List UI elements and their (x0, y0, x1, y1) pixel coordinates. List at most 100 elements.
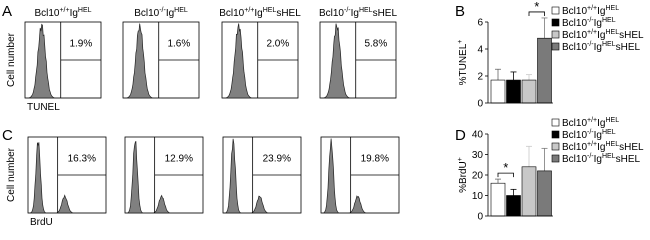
text-part: HEL (602, 153, 616, 160)
text-part: Bcl10 (562, 118, 587, 129)
text-part: Ig (594, 154, 602, 165)
panel-label: A (2, 3, 12, 20)
text-part: -/- (587, 129, 594, 136)
text-part: Ig (597, 30, 605, 41)
significance-bracket (528, 11, 545, 16)
text-part: Ig (597, 6, 605, 17)
gate-percent: 2.0% (266, 38, 289, 49)
text-part: Bcl10 (562, 130, 587, 141)
panel-label: B (455, 3, 465, 20)
text-part: +/+ (587, 5, 597, 12)
text-part: + (457, 157, 464, 161)
text-part: -/- (587, 41, 594, 48)
y-axis-label: Cell number (6, 32, 17, 87)
gate-percent: 12.9% (165, 153, 193, 164)
legend-label: Bcl10+/+IgHELsHEL (562, 141, 644, 153)
text-part: Ig (594, 18, 602, 29)
legend-label: Bcl10+/+IgHEL (562, 117, 619, 129)
significance-label: * (503, 160, 508, 175)
histogram (320, 23, 396, 99)
text-part: Bcl10 (562, 142, 587, 153)
figure: A B C D Cell numberTUNEL1.9%Bcl10+/+IgHE… (2, 0, 644, 228)
text-part: HEL (263, 7, 277, 14)
y-tick-label: 0 (477, 99, 483, 110)
text-part: sHEL (373, 8, 398, 19)
text-part: +/+ (587, 29, 597, 36)
y-tick-label: 20 (472, 171, 484, 182)
plot-title: Bcl10-/-IgHELsHEL (319, 7, 397, 19)
y-axis-label: %TUNEL+ (457, 40, 469, 86)
y-axis-label: Cell number (6, 147, 17, 202)
gate-percent: 1.6% (167, 38, 190, 49)
text-part: +/+ (587, 141, 597, 148)
bar (521, 79, 537, 104)
y-tick-label: 2 (477, 72, 483, 83)
y-axis-label: %BrdU+ (457, 157, 469, 193)
legend-swatch (551, 30, 560, 39)
text-part: HEL (605, 29, 619, 36)
text-part: -/- (587, 17, 594, 24)
text-part: Ig (166, 8, 174, 19)
text-part: Bcl10 (562, 6, 587, 17)
text-part: HEL (605, 117, 619, 124)
text-part: HEL (359, 7, 373, 14)
text-part: Ig (597, 118, 605, 129)
legend-label: Bcl10-/-IgHELsHEL (562, 41, 640, 53)
panel-label: C (2, 127, 13, 144)
text-part: Ig (70, 8, 78, 19)
gate-percent: 23.9% (263, 153, 291, 164)
text-part: HEL (78, 7, 92, 14)
y-tick-label: 4 (477, 45, 483, 56)
text-part: Ig (594, 130, 602, 141)
significance-bracket (497, 172, 514, 178)
panel-label: D (455, 127, 466, 144)
gate-percent: 16.3% (68, 153, 96, 164)
text-part: -/- (159, 7, 166, 14)
histogram (321, 138, 399, 214)
bar (537, 37, 552, 104)
y-tick-label: 40 (472, 130, 484, 141)
text-part: Bcl10 (134, 8, 159, 19)
text-part: + (457, 40, 464, 44)
plot-title: Bcl10-/-IgHEL (134, 7, 188, 19)
histogram (25, 23, 101, 99)
text-part: +/+ (59, 7, 69, 14)
legend-swatch (551, 6, 560, 15)
x-axis-label: BrdU (30, 217, 53, 228)
bar (490, 79, 506, 104)
text-part: sHEL (276, 8, 301, 19)
text-part: Ig (597, 142, 605, 153)
text-part: sHEL (619, 30, 644, 41)
histogram (125, 141, 203, 214)
bar (490, 182, 506, 217)
gate-percent: 1.9% (69, 38, 92, 49)
text-part: +/+ (587, 117, 597, 124)
text-part: HEL (602, 129, 616, 136)
legend-swatch (551, 142, 560, 151)
gate-percent: 5.8% (364, 38, 387, 49)
bar (521, 166, 537, 217)
legend-label: Bcl10-/-IgHEL (562, 17, 616, 29)
text-part: Bcl10 (562, 154, 587, 165)
text-part: Ig (594, 42, 602, 53)
text-part: Ig (254, 8, 262, 19)
text-part: Bcl10 (319, 8, 344, 19)
legend-swatch (551, 42, 560, 51)
histogram (223, 138, 301, 214)
text-part: HEL (605, 5, 619, 12)
bar (537, 170, 552, 217)
text-part: sHEL (619, 142, 644, 153)
text-part: sHEL (616, 154, 641, 165)
text-part: Bcl10 (562, 18, 587, 29)
text-part: Bcl10 (562, 30, 587, 41)
text-part: -/- (587, 153, 594, 160)
legend-label: Bcl10+/+IgHELsHEL (562, 29, 644, 41)
y-tick-label: 10 (472, 191, 484, 202)
text-part: Ig (351, 8, 359, 19)
text-part: HEL (174, 7, 188, 14)
text-part: sHEL (616, 42, 641, 53)
legend-swatch (551, 118, 560, 127)
text-part: HEL (602, 41, 616, 48)
text-part: %BrdU (458, 161, 469, 193)
significance-label: * (534, 0, 539, 14)
